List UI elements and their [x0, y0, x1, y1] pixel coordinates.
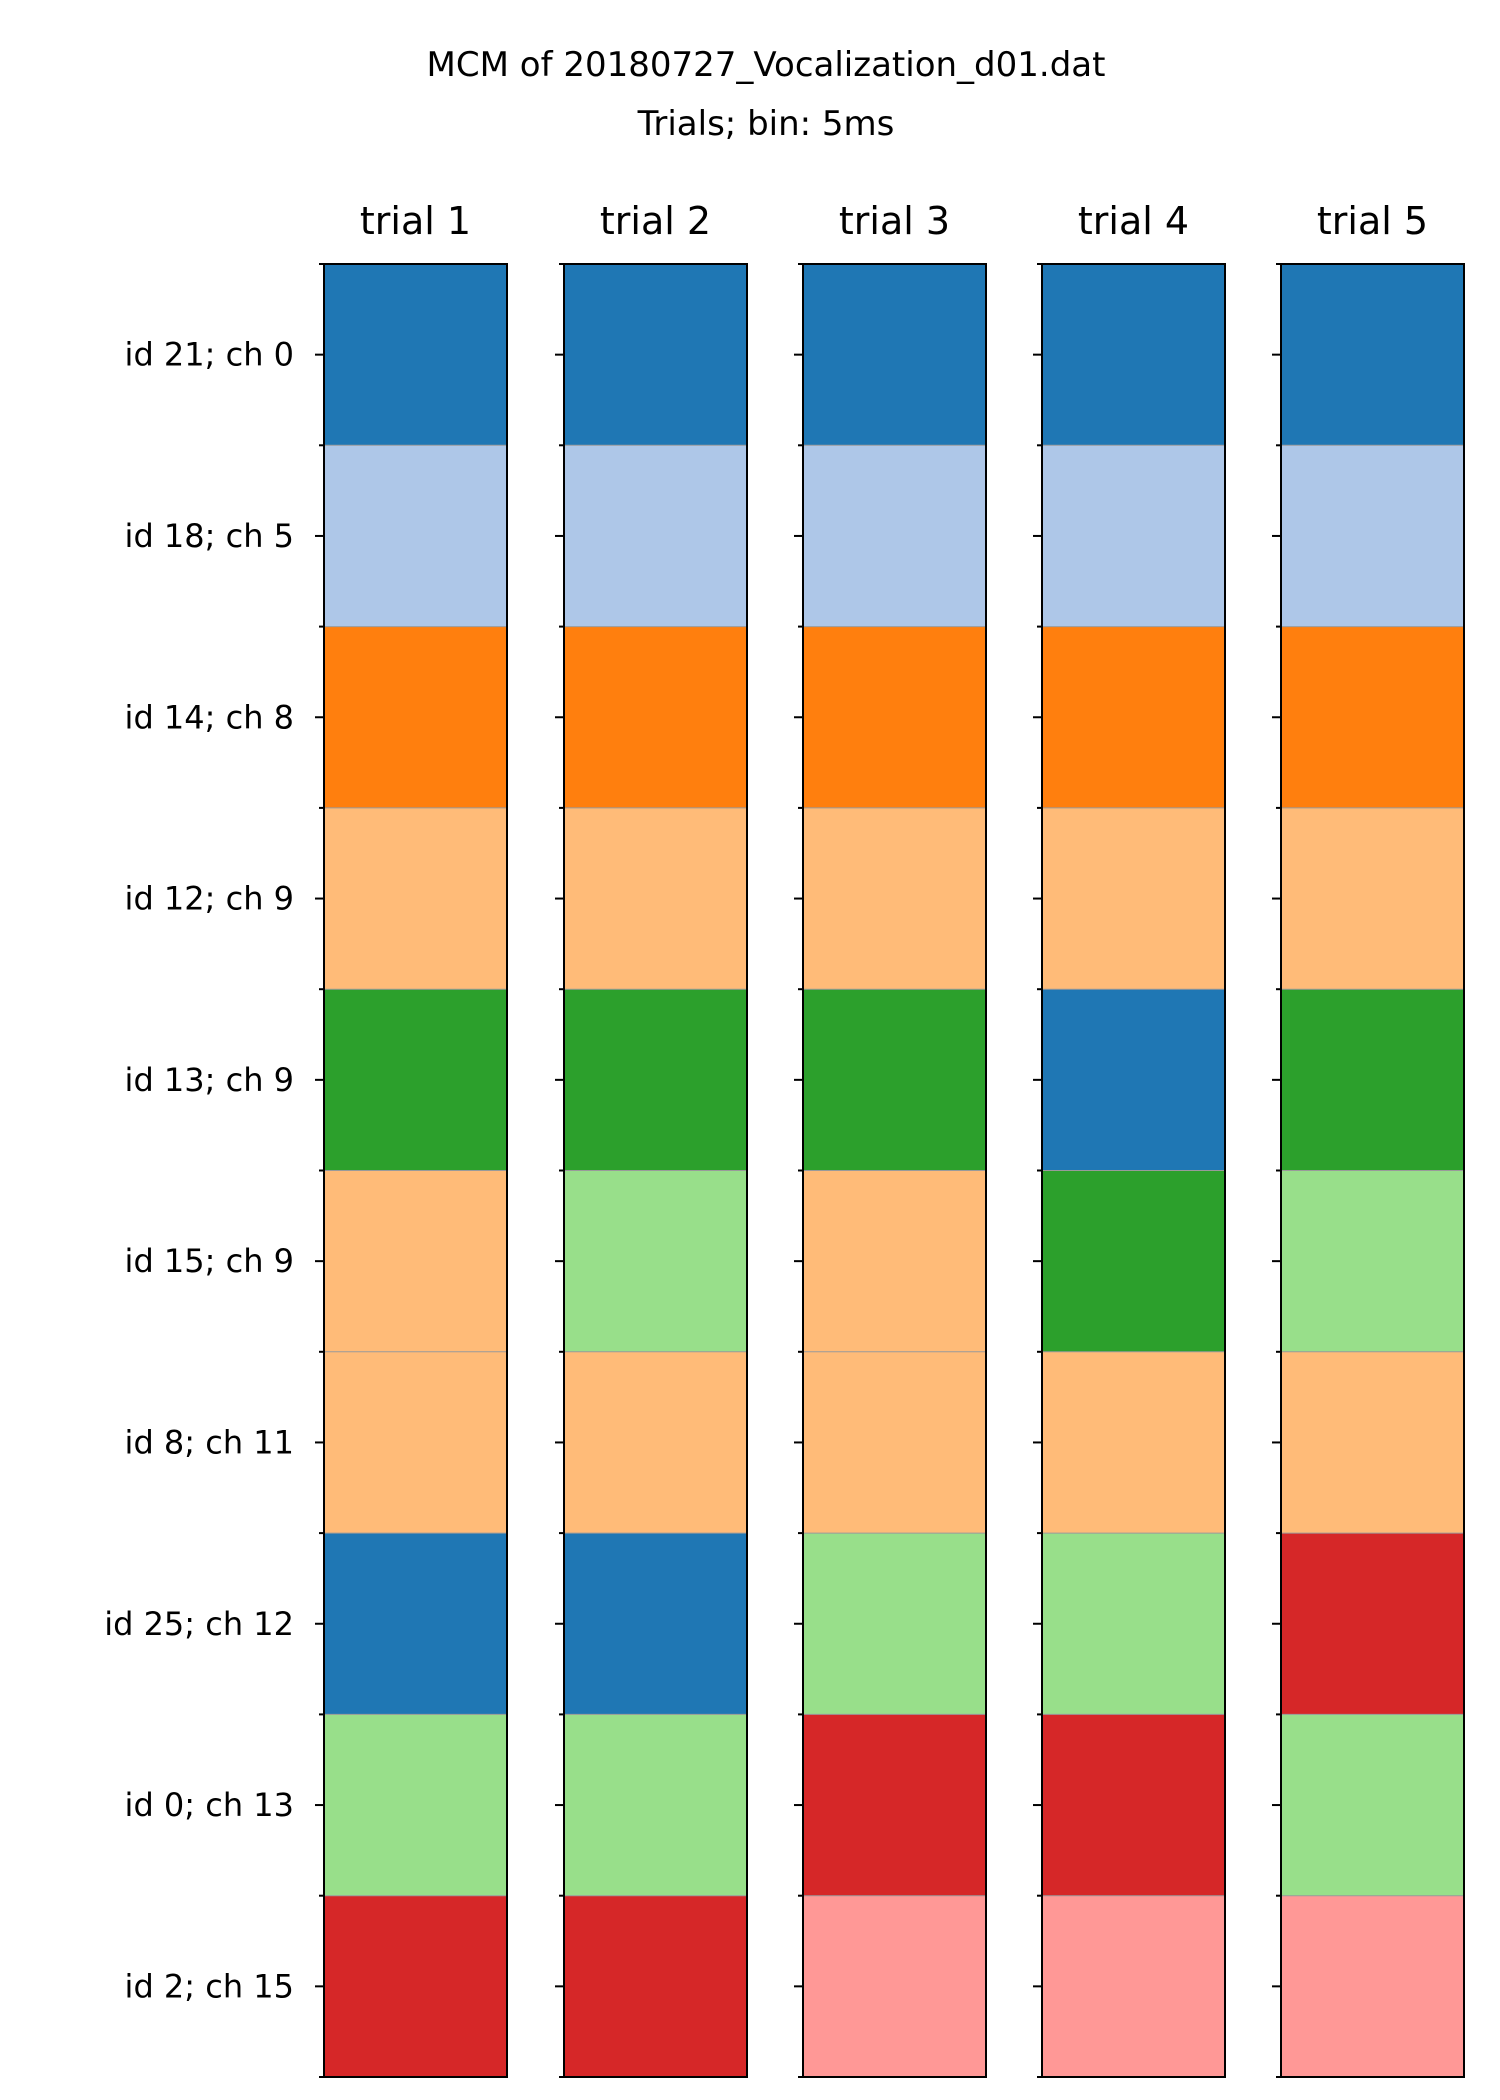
heatmap-cell	[803, 1533, 986, 1715]
chart-title: MCM of 20180727_Vocalization_d01.dat	[427, 45, 1106, 85]
trial-panel: trial 4	[1033, 199, 1226, 2078]
trial-panel: trial 2	[555, 199, 748, 2078]
heatmap-cell	[564, 626, 747, 808]
heatmap-cell	[803, 1170, 986, 1352]
row-label: id 14; ch 8	[125, 698, 294, 736]
heatmap-cell	[803, 807, 986, 990]
heatmap-cell	[564, 264, 747, 446]
row-label: id 8; ch 11	[125, 1423, 294, 1461]
heatmap-cell	[1281, 264, 1464, 446]
heatmap-cell	[324, 1714, 507, 1896]
row-label: id 13; ch 9	[125, 1061, 294, 1099]
heatmap-cell	[1281, 1714, 1464, 1896]
row-label: id 25; ch 12	[104, 1605, 294, 1643]
heatmap-cell	[1281, 1895, 1464, 2077]
heatmap-cell	[1281, 445, 1464, 627]
heatmap-cell	[1042, 264, 1225, 446]
trial-panel: trial 3	[794, 199, 987, 2078]
heatmap-cell	[1042, 626, 1225, 808]
heatmap-cell	[1042, 1170, 1225, 1352]
heatmap-cell	[324, 807, 507, 990]
heatmap-cell	[1042, 989, 1225, 1171]
trial-panel: trial 5	[1272, 199, 1465, 2078]
heatmap-cell	[1281, 1170, 1464, 1352]
row-label: id 0; ch 13	[125, 1786, 294, 1824]
trial-label: trial 2	[600, 199, 711, 243]
heatmap-cell	[324, 1170, 507, 1352]
heatmap-cell	[1042, 1714, 1225, 1896]
row-label: id 15; ch 9	[125, 1242, 294, 1280]
heatmap-cell	[564, 445, 747, 627]
heatmap-cell	[324, 264, 507, 446]
heatmap-cell	[803, 989, 986, 1171]
heatmap-cell	[1042, 1895, 1225, 2077]
row-label: id 18; ch 5	[125, 517, 294, 555]
heatmap-cell	[564, 1533, 747, 1715]
trial-label: trial 4	[1078, 199, 1189, 243]
heatmap-cell	[564, 1351, 747, 1534]
trial-label: trial 3	[839, 199, 950, 243]
heatmap-cell	[564, 1714, 747, 1896]
chart-subtitle: Trials; bin: 5ms	[637, 104, 895, 144]
heatmap-cell	[803, 1895, 986, 2077]
heatmap-cell	[803, 1714, 986, 1896]
trial-panel: trial 1	[315, 199, 508, 2078]
trial-label: trial 5	[1317, 199, 1428, 243]
trial-panels: trial 1 trial 2 trial 3 trial 4 trial 5 id 21…	[104, 199, 1465, 2078]
heatmap-cell	[803, 626, 986, 808]
heatmap-cell	[564, 1895, 747, 2077]
heatmap-cell	[1281, 807, 1464, 990]
trial-label: trial 1	[360, 199, 471, 243]
heatmap-cell	[1042, 1351, 1225, 1534]
heatmap-cell	[1281, 1533, 1464, 1715]
heatmap-cell	[564, 1170, 747, 1352]
heatmap-cell	[564, 807, 747, 990]
heatmap-cell	[324, 445, 507, 627]
heatmap-cell	[1281, 626, 1464, 808]
heatmap-cell	[324, 989, 507, 1171]
heatmap-cell	[324, 626, 507, 808]
heatmap-cell	[1042, 445, 1225, 627]
row-label: id 12; ch 9	[125, 880, 294, 918]
heatmap-cell	[1042, 1533, 1225, 1715]
heatmap-cell	[324, 1533, 507, 1715]
heatmap-cell	[1281, 1351, 1464, 1534]
heatmap-cell	[564, 989, 747, 1171]
heatmap-cell	[803, 264, 986, 446]
heatmap-cell	[1042, 807, 1225, 990]
row-label: id 21; ch 0	[125, 336, 294, 374]
heatmap-cell	[324, 1351, 507, 1534]
heatmap-cell	[803, 445, 986, 627]
row-label: id 2; ch 15	[125, 1967, 294, 2005]
heatmap-cell	[803, 1351, 986, 1534]
heatmap-cell	[324, 1895, 507, 2077]
heatmap-cell	[1281, 989, 1464, 1171]
